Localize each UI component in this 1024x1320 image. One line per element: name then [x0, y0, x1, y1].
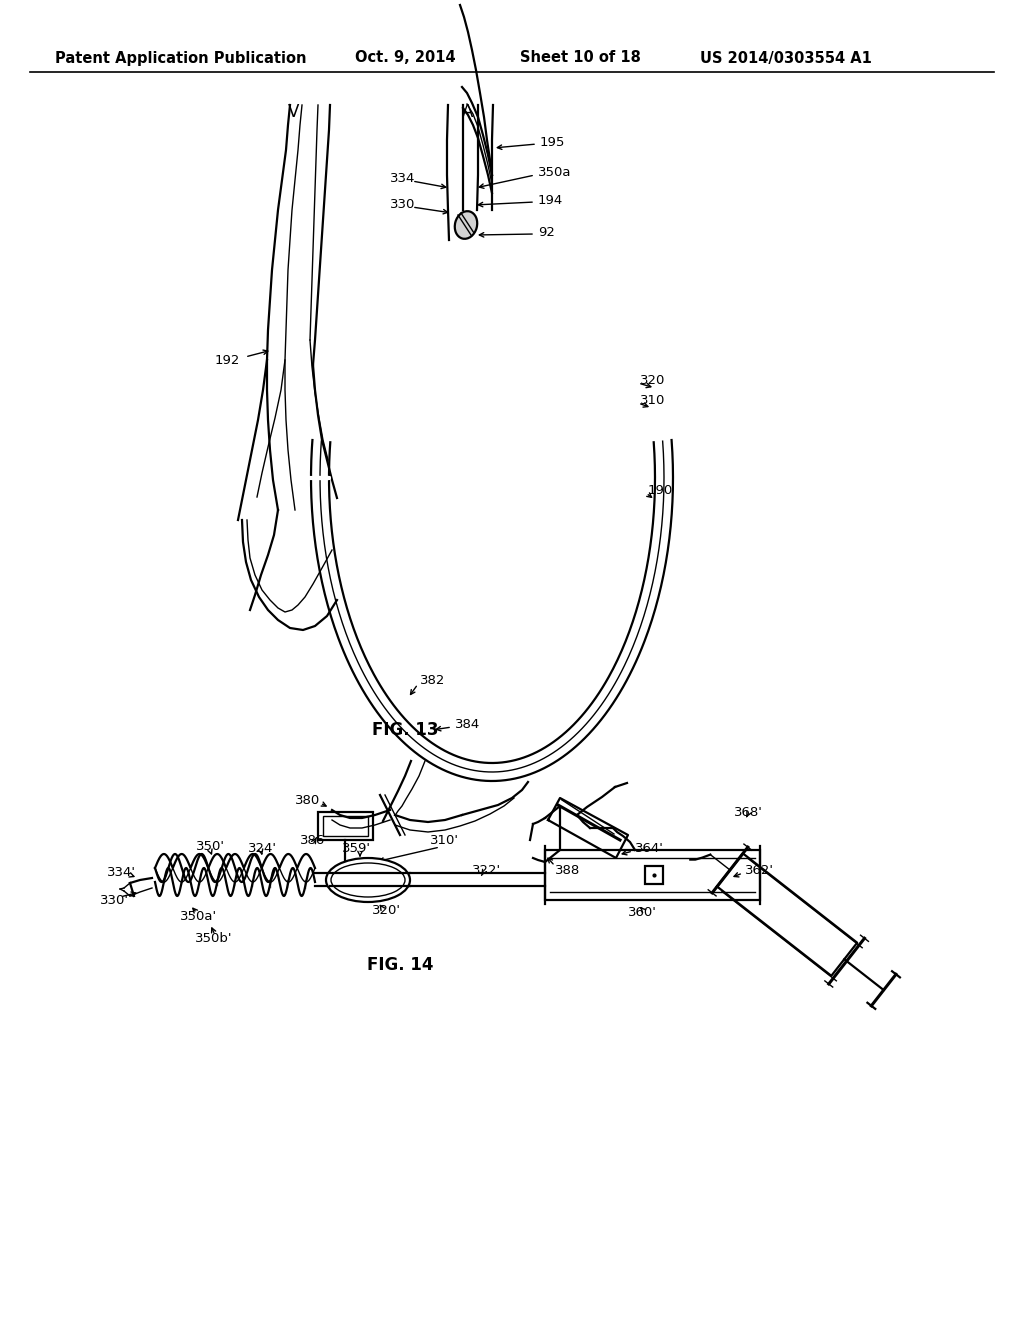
Text: 350a: 350a: [538, 165, 571, 178]
Text: 330': 330': [100, 894, 129, 907]
Text: 388: 388: [555, 863, 581, 876]
Text: 382: 382: [420, 673, 445, 686]
Text: 359': 359': [342, 842, 371, 854]
Text: FIG. 14: FIG. 14: [367, 956, 433, 974]
Text: 334': 334': [106, 866, 136, 879]
Text: 194: 194: [538, 194, 563, 206]
Bar: [545, 850, 760, 900]
Text: 192: 192: [215, 354, 241, 367]
Text: 386: 386: [300, 833, 326, 846]
Text: Sheet 10 of 18: Sheet 10 of 18: [520, 50, 641, 66]
Ellipse shape: [455, 211, 477, 239]
Text: 350b': 350b': [195, 932, 232, 945]
Text: Oct. 9, 2014: Oct. 9, 2014: [355, 50, 456, 66]
Text: 320': 320': [372, 903, 401, 916]
Text: V: V: [289, 103, 300, 121]
Text: 190: 190: [648, 483, 673, 496]
Bar: [323, 816, 368, 836]
Text: 350a': 350a': [180, 909, 217, 923]
Text: FIG. 13: FIG. 13: [372, 721, 438, 739]
Text: 324': 324': [248, 842, 278, 854]
Text: 360': 360': [628, 906, 656, 919]
Text: Patent Application Publication: Patent Application Publication: [55, 50, 306, 66]
Text: 330: 330: [390, 198, 416, 211]
Text: 322': 322': [472, 863, 501, 876]
Text: A: A: [462, 103, 474, 121]
Bar: [645, 866, 663, 884]
Text: 350': 350': [196, 841, 225, 854]
Text: 320: 320: [640, 374, 666, 387]
Text: 368': 368': [734, 805, 763, 818]
Text: 195: 195: [540, 136, 565, 149]
Text: 384: 384: [455, 718, 480, 731]
Text: 310: 310: [640, 393, 666, 407]
Bar: [318, 812, 373, 840]
Text: 380: 380: [295, 793, 321, 807]
Text: 310': 310': [430, 833, 459, 846]
Text: US 2014/0303554 A1: US 2014/0303554 A1: [700, 50, 871, 66]
Text: 364': 364': [635, 842, 664, 854]
Ellipse shape: [326, 858, 410, 902]
Text: 92: 92: [538, 226, 555, 239]
Text: 362': 362': [745, 863, 774, 876]
Text: 334: 334: [390, 172, 416, 185]
